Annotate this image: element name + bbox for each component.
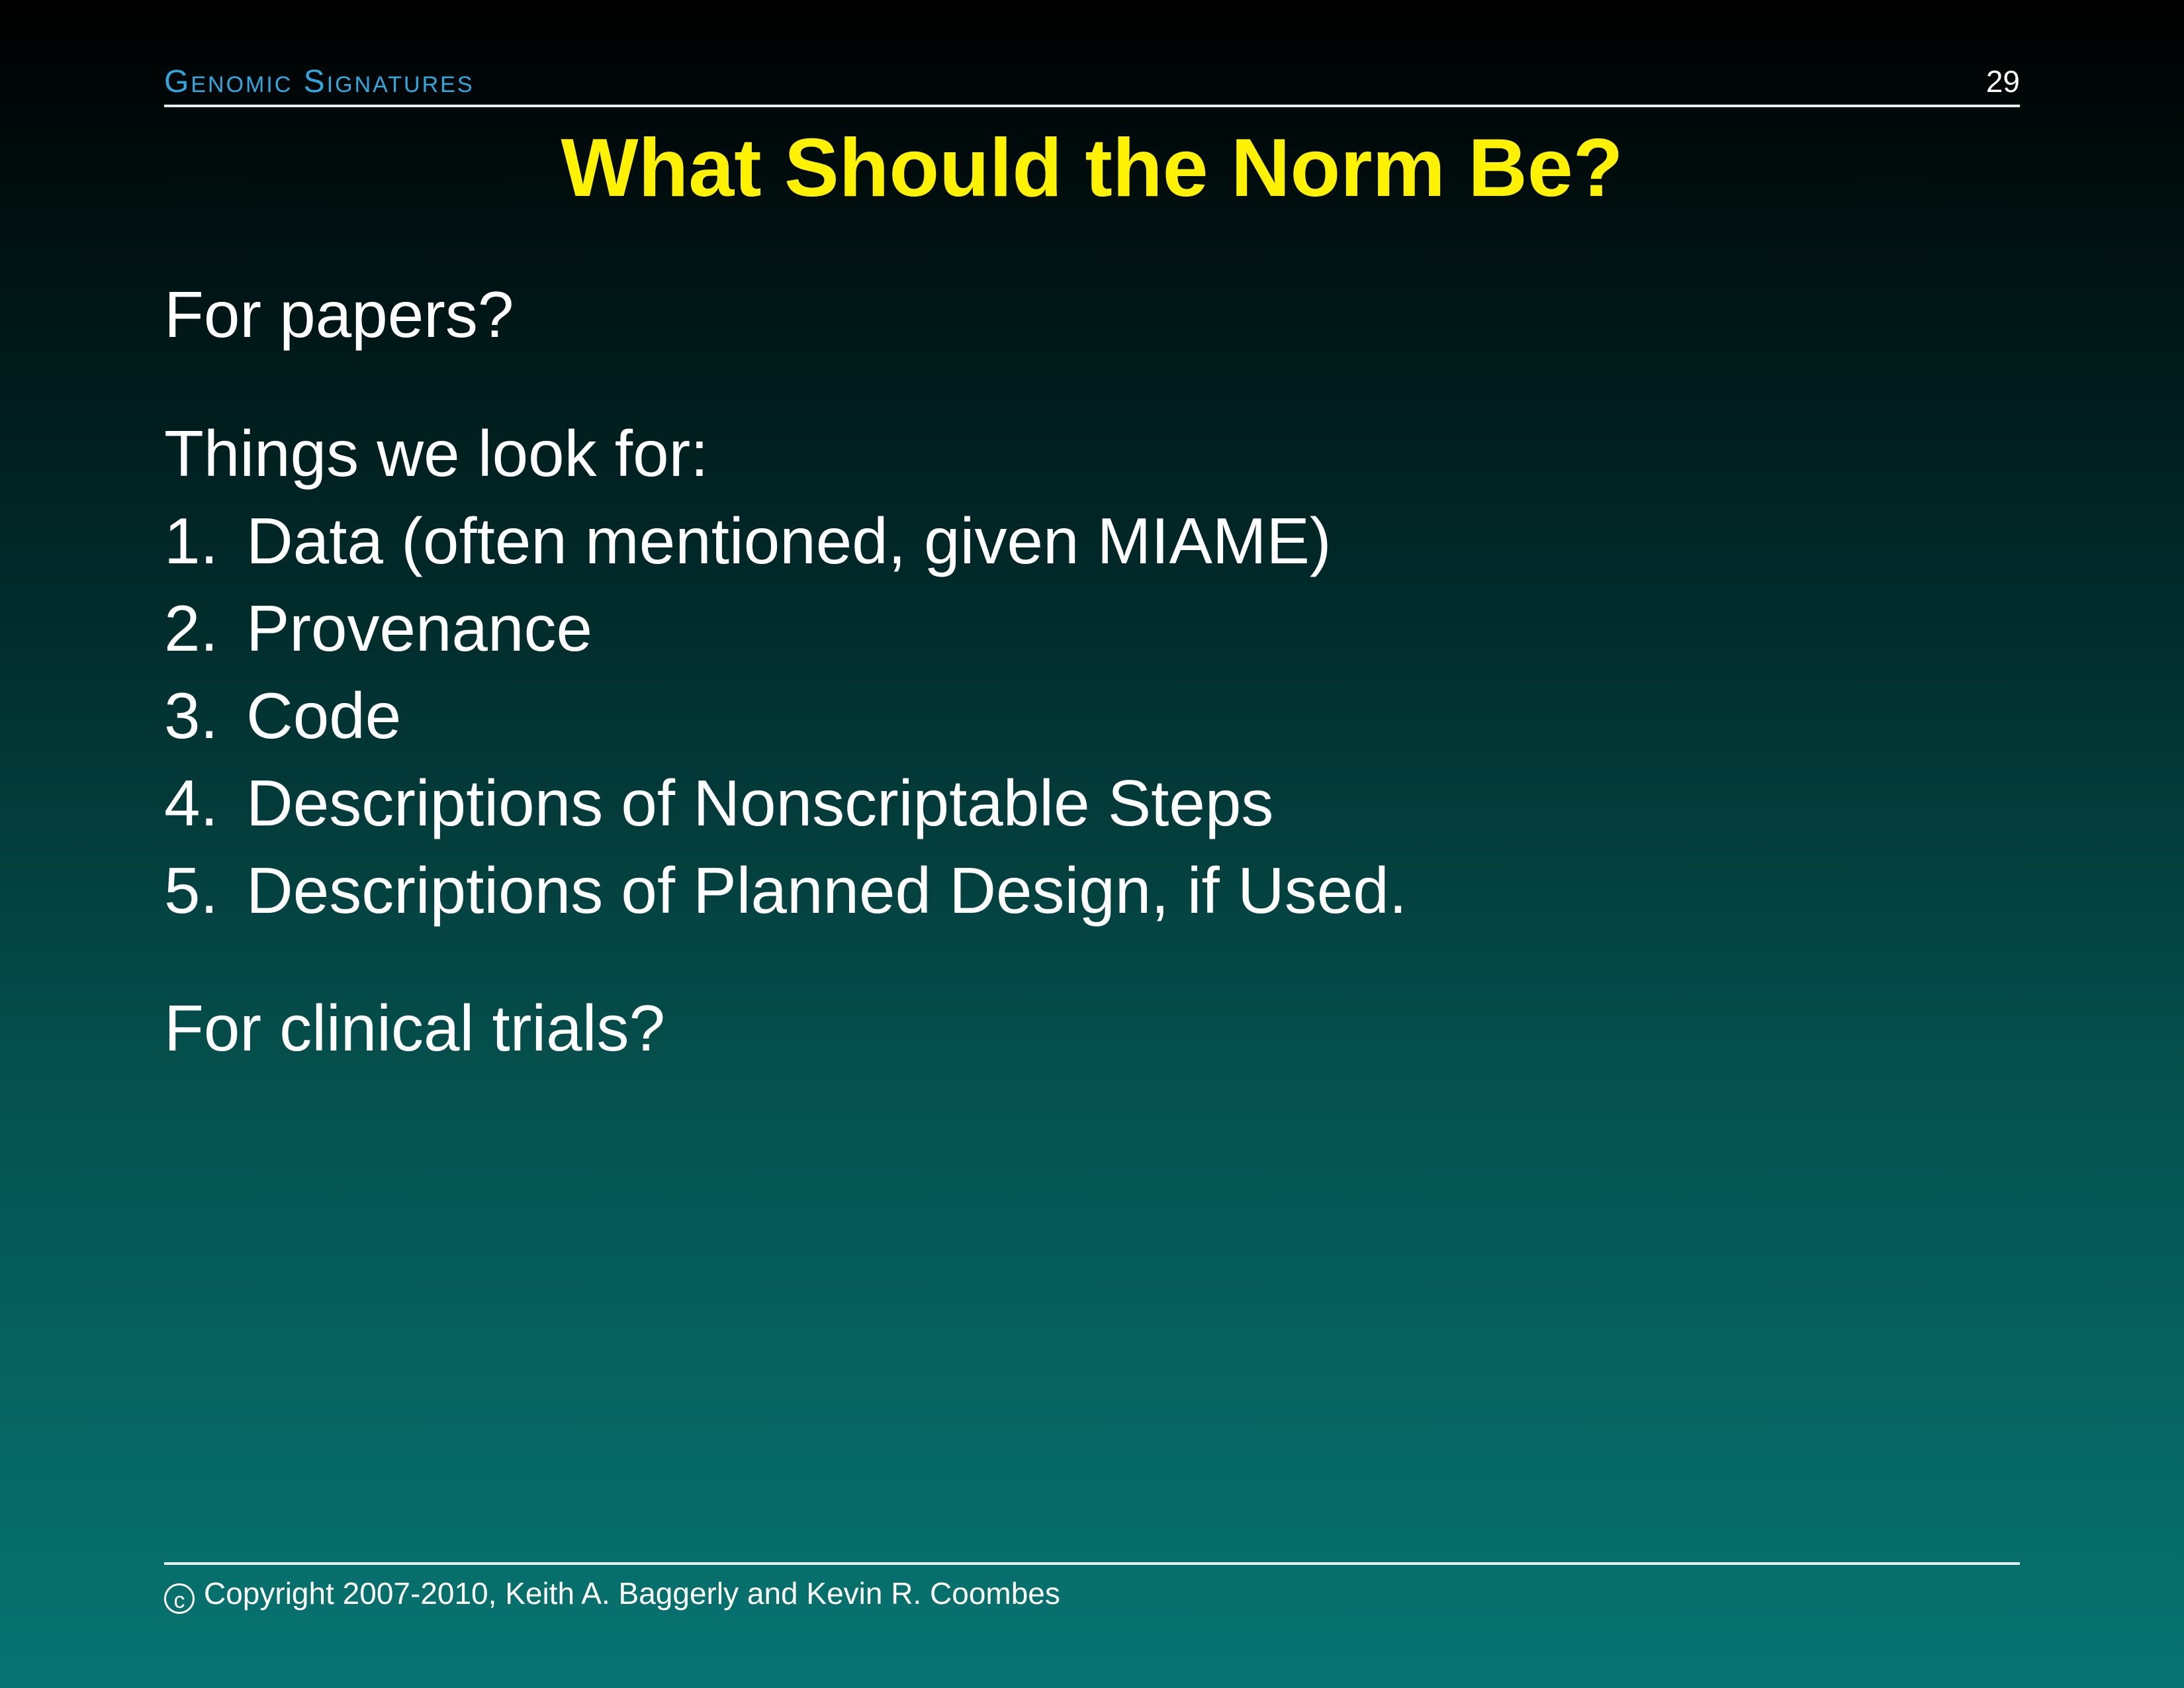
list-item: 2. Provenance [164,596,592,661]
footer-divider [164,1562,2020,1565]
copyright-text: Copyright 2007-2010, Keith A. Baggerly a… [204,1576,1060,1611]
list-item-text: Descriptions of Planned Design, if Used. [246,854,1407,927]
page-number: 29 [1985,64,2020,99]
list-item: 3. Code [164,683,401,748]
header-divider [164,105,2020,107]
copyright-icon: c [164,1583,195,1614]
list-item-text: Code [246,679,402,752]
list-item-text: Provenance [246,592,593,665]
trials-question: For clinical trials? [164,992,665,1064]
list-item-text: Descriptions of Nonscriptable Steps [246,767,1274,839]
papers-question: For papers? [164,278,514,351]
list-item: 5. Descriptions of Planned Design, if Use… [164,858,1407,923]
list-item-number: 5. [164,854,218,927]
slide-title: What Should the Norm Be? [561,122,1623,214]
list-item: 4. Descriptions of Nonscriptable Steps [164,771,1273,835]
footer: c Copyright 2007-2010, Keith A. Baggerly … [164,1578,1060,1614]
list-item-number: 1. [164,504,218,577]
section-title: Genomic Signatures [164,64,475,99]
things-intro: Things we look for: [164,417,709,490]
list-item-text: Data (often mentioned, given MIAME) [246,504,1332,577]
list-item-number: 2. [164,592,218,665]
list-item-number: 3. [164,679,218,752]
list-item: 1. Data (often mentioned, given MIAME) [164,508,1332,573]
list-item-number: 4. [164,767,218,839]
